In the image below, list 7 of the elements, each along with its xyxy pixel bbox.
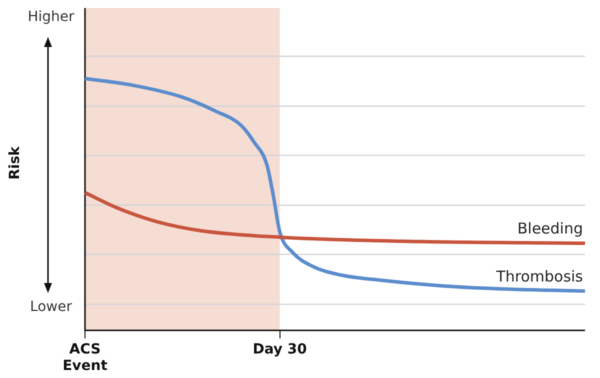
x-tick-label: Day 30 xyxy=(252,341,308,358)
series-label: Bleeding xyxy=(517,220,583,238)
text: Lower xyxy=(29,299,73,315)
y-axis-title: Risk xyxy=(7,145,23,182)
x-tick-label: ACS Event xyxy=(62,341,108,374)
series-label: Thrombosis xyxy=(495,268,584,286)
text: Higher xyxy=(26,9,76,25)
